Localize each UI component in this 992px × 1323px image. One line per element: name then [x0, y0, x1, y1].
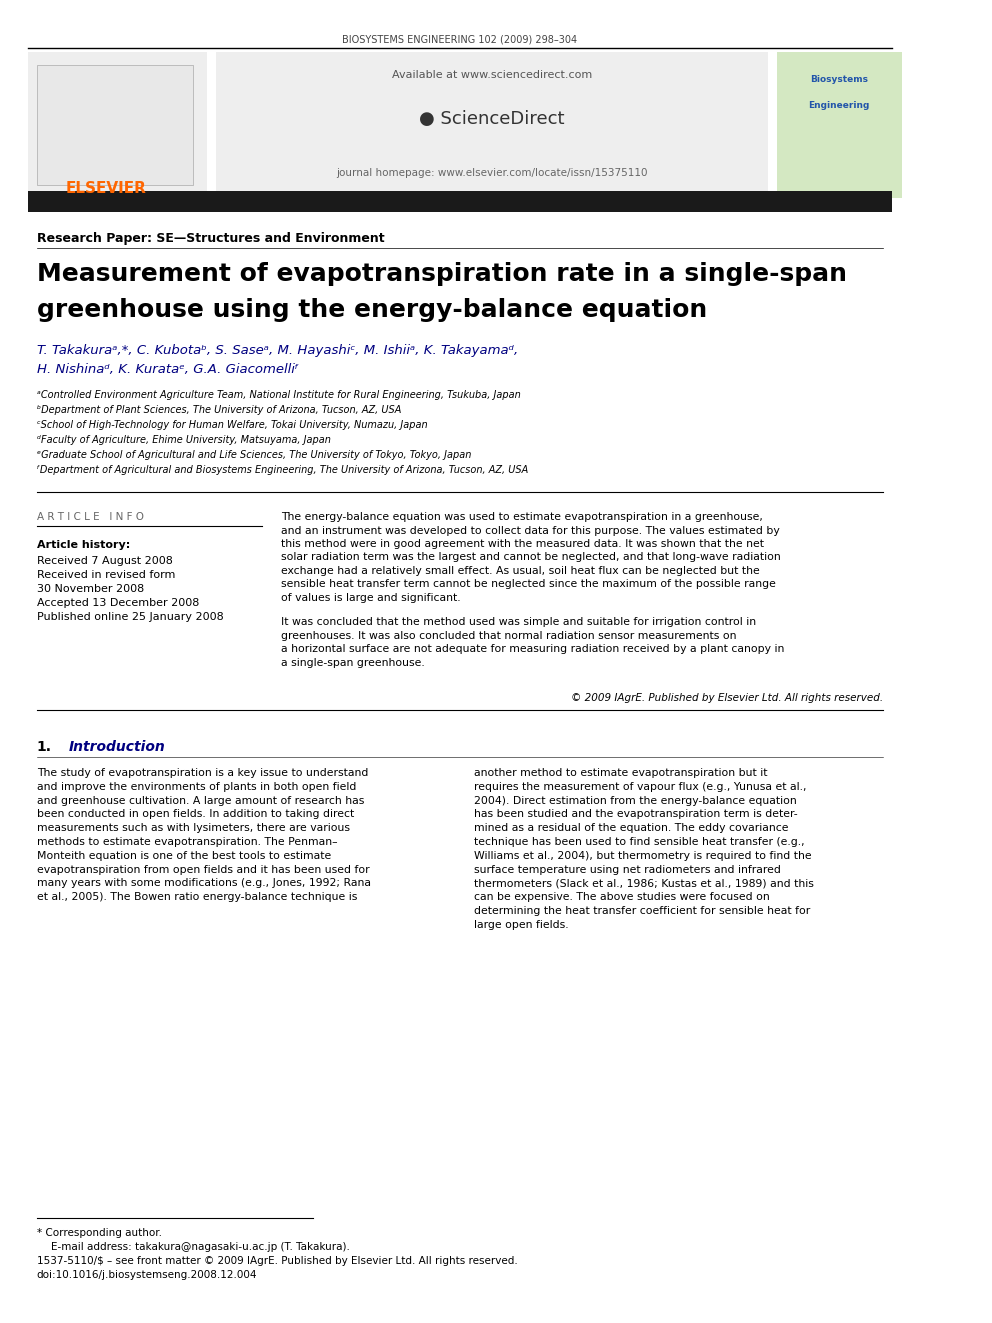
Text: a single-span greenhouse.: a single-span greenhouse. — [281, 658, 425, 668]
Text: Research Paper: SE—Structures and Environment: Research Paper: SE—Structures and Enviro… — [37, 232, 385, 245]
Text: greenhouses. It was also concluded that normal radiation sensor measurements on: greenhouses. It was also concluded that … — [281, 631, 736, 640]
Text: sensible heat transfer term cannot be neglected since the maximum of the possibl: sensible heat transfer term cannot be ne… — [281, 579, 776, 590]
Text: 30 November 2008: 30 November 2008 — [37, 583, 144, 594]
Text: 1.: 1. — [37, 740, 52, 754]
Text: Introduction: Introduction — [69, 740, 166, 754]
Text: ● ScienceDirect: ● ScienceDirect — [420, 110, 565, 128]
Text: large open fields.: large open fields. — [474, 919, 568, 930]
FancyBboxPatch shape — [28, 192, 893, 212]
Text: It was concluded that the method used was simple and suitable for irrigation con: It was concluded that the method used wa… — [281, 617, 756, 627]
Text: Monteith equation is one of the best tools to estimate: Monteith equation is one of the best too… — [37, 851, 331, 861]
Text: A R T I C L E   I N F O: A R T I C L E I N F O — [37, 512, 144, 523]
Text: thermometers (Slack et al., 1986; Kustas et al., 1989) and this: thermometers (Slack et al., 1986; Kustas… — [474, 878, 813, 889]
Text: ELSEVIER: ELSEVIER — [65, 181, 146, 196]
Text: Received in revised form: Received in revised form — [37, 570, 176, 579]
Text: this method were in good agreement with the measured data. It was shown that the: this method were in good agreement with … — [281, 538, 764, 549]
FancyBboxPatch shape — [216, 52, 768, 198]
Text: has been studied and the evapotranspiration term is deter-: has been studied and the evapotranspirat… — [474, 810, 798, 819]
Text: many years with some modifications (e.g., Jones, 1992; Rana: many years with some modifications (e.g.… — [37, 878, 371, 889]
Text: and an instrument was developed to collect data for this purpose. The values est: and an instrument was developed to colle… — [281, 525, 780, 536]
Text: been conducted in open fields. In addition to taking direct: been conducted in open fields. In additi… — [37, 810, 354, 819]
Text: et al., 2005). The Bowen ratio energy-balance technique is: et al., 2005). The Bowen ratio energy-ba… — [37, 892, 357, 902]
Text: exchange had a relatively small effect. As usual, soil heat flux can be neglecte: exchange had a relatively small effect. … — [281, 566, 759, 576]
Text: BIOSYSTEMS ENGINEERING 102 (2009) 298–304: BIOSYSTEMS ENGINEERING 102 (2009) 298–30… — [342, 34, 577, 44]
Text: requires the measurement of vapour flux (e.g., Yunusa et al.,: requires the measurement of vapour flux … — [474, 782, 806, 791]
Text: ᶠDepartment of Agricultural and Biosystems Engineering, The University of Arizon: ᶠDepartment of Agricultural and Biosyste… — [37, 464, 528, 475]
Text: Received 7 August 2008: Received 7 August 2008 — [37, 556, 173, 566]
Text: ᵇDepartment of Plant Sciences, The University of Arizona, Tucson, AZ, USA: ᵇDepartment of Plant Sciences, The Unive… — [37, 405, 401, 415]
Text: Published online 25 January 2008: Published online 25 January 2008 — [37, 613, 223, 622]
Text: H. Nishinaᵈ, K. Kurataᵉ, G.A. Giacomelliᶠ: H. Nishinaᵈ, K. Kurataᵉ, G.A. Giacomelli… — [37, 363, 299, 376]
Text: mined as a residual of the equation. The eddy covariance: mined as a residual of the equation. The… — [474, 823, 789, 833]
Text: journal homepage: www.elsevier.com/locate/issn/15375110: journal homepage: www.elsevier.com/locat… — [336, 168, 648, 179]
Text: methods to estimate evapotranspiration. The Penman–: methods to estimate evapotranspiration. … — [37, 837, 337, 847]
Text: determining the heat transfer coefficient for sensible heat for: determining the heat transfer coefficien… — [474, 906, 810, 916]
Text: ᵉGraduate School of Agricultural and Life Sciences, The University of Tokyo, Tok: ᵉGraduate School of Agricultural and Lif… — [37, 450, 471, 460]
Text: can be expensive. The above studies were focused on: can be expensive. The above studies were… — [474, 892, 770, 902]
Text: of values is large and significant.: of values is large and significant. — [281, 593, 460, 603]
Text: © 2009 IAgrE. Published by Elsevier Ltd. All rights reserved.: © 2009 IAgrE. Published by Elsevier Ltd.… — [571, 693, 883, 703]
Text: 2004). Direct estimation from the energy-balance equation: 2004). Direct estimation from the energy… — [474, 795, 797, 806]
Text: The study of evapotranspiration is a key issue to understand: The study of evapotranspiration is a key… — [37, 767, 368, 778]
Text: T. Takakuraᵃ,*, C. Kubotaᵇ, S. Saseᵃ, M. Hayashiᶜ, M. Ishiiᵃ, K. Takayamaᵈ,: T. Takakuraᵃ,*, C. Kubotaᵇ, S. Saseᵃ, M.… — [37, 344, 518, 357]
Text: another method to estimate evapotranspiration but it: another method to estimate evapotranspir… — [474, 767, 768, 778]
Text: ᶜSchool of High-Technology for Human Welfare, Tokai University, Numazu, Japan: ᶜSchool of High-Technology for Human Wel… — [37, 419, 428, 430]
Text: ᵃControlled Environment Agriculture Team, National Institute for Rural Engineeri: ᵃControlled Environment Agriculture Team… — [37, 390, 521, 400]
Text: * Corresponding author.: * Corresponding author. — [37, 1228, 162, 1238]
Text: and improve the environments of plants in both open field: and improve the environments of plants i… — [37, 782, 356, 791]
Text: a horizontal surface are not adequate for measuring radiation received by a plan: a horizontal surface are not adequate fo… — [281, 644, 784, 654]
Text: 1537-5110/$ – see front matter © 2009 IAgrE. Published by Elsevier Ltd. All righ: 1537-5110/$ – see front matter © 2009 IA… — [37, 1256, 518, 1266]
Text: evapotranspiration from open fields and it has been used for: evapotranspiration from open fields and … — [37, 865, 369, 875]
Text: technique has been used to find sensible heat transfer (e.g.,: technique has been used to find sensible… — [474, 837, 805, 847]
Text: measurements such as with lysimeters, there are various: measurements such as with lysimeters, th… — [37, 823, 350, 833]
Text: and greenhouse cultivation. A large amount of research has: and greenhouse cultivation. A large amou… — [37, 795, 364, 806]
FancyBboxPatch shape — [778, 52, 902, 198]
FancyBboxPatch shape — [37, 65, 193, 185]
Text: Accepted 13 December 2008: Accepted 13 December 2008 — [37, 598, 199, 609]
Text: surface temperature using net radiometers and infrared: surface temperature using net radiometer… — [474, 865, 781, 875]
Text: Williams et al., 2004), but thermometry is required to find the: Williams et al., 2004), but thermometry … — [474, 851, 811, 861]
Text: Available at www.sciencedirect.com: Available at www.sciencedirect.com — [392, 70, 592, 79]
Text: ᵈFaculty of Agriculture, Ehime University, Matsuyama, Japan: ᵈFaculty of Agriculture, Ehime Universit… — [37, 435, 330, 445]
Text: The energy-balance equation was used to estimate evapotranspiration in a greenho: The energy-balance equation was used to … — [281, 512, 763, 523]
Text: doi:10.1016/j.biosystemseng.2008.12.004: doi:10.1016/j.biosystemseng.2008.12.004 — [37, 1270, 257, 1279]
Text: greenhouse using the energy-balance equation: greenhouse using the energy-balance equa… — [37, 298, 707, 321]
Text: solar radiation term was the largest and cannot be neglected, and that long-wave: solar radiation term was the largest and… — [281, 553, 781, 562]
FancyBboxPatch shape — [28, 52, 207, 198]
Text: E-mail address: takakura@nagasaki-u.ac.jp (T. Takakura).: E-mail address: takakura@nagasaki-u.ac.j… — [51, 1242, 349, 1252]
Text: Biosystems

Engineering: Biosystems Engineering — [808, 75, 870, 110]
Text: Measurement of evapotranspiration rate in a single-span: Measurement of evapotranspiration rate i… — [37, 262, 847, 286]
Text: Article history:: Article history: — [37, 540, 130, 550]
